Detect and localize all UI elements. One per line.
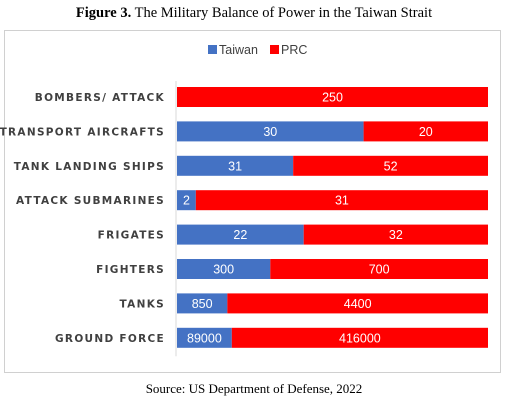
- category-label: TANKS: [120, 298, 165, 310]
- data-label-taiwan: 89000: [187, 331, 222, 345]
- data-label-taiwan: 22: [233, 228, 247, 242]
- source-caption: Source: US Department of Defense, 2022: [145, 381, 363, 396]
- data-label-prc: 250: [322, 91, 343, 105]
- bar-taiwan: [177, 121, 364, 142]
- bar-taiwan: [177, 327, 232, 348]
- category-label: BOMBERS/ ATTACK: [35, 92, 165, 104]
- bar-prc: [195, 190, 488, 211]
- category-label: FIGHTERS: [96, 264, 165, 276]
- data-label-prc: 31: [335, 194, 349, 208]
- legend-label-prc: PRC: [281, 43, 307, 57]
- bar-taiwan: [177, 190, 196, 211]
- bar-taiwan: [177, 224, 304, 245]
- bar-prc: [177, 87, 488, 107]
- category-label: ATTACK SUBMARINES: [16, 195, 165, 207]
- category-label: TANK LANDING SHIPS: [14, 161, 165, 173]
- bar-taiwan: [177, 293, 228, 314]
- data-label-taiwan: 2: [183, 194, 190, 208]
- category-label: TRANSPORT AIRCRAFTS: [0, 126, 165, 138]
- data-label-taiwan: 31: [228, 159, 242, 173]
- data-label-taiwan: 850: [192, 297, 213, 311]
- figure-title: Figure 3. The Military Balance of Power …: [0, 5, 508, 22]
- bar-prc: [363, 121, 488, 142]
- data-label-prc: 416000: [339, 331, 381, 345]
- data-label-prc: 4400: [344, 297, 372, 311]
- legend-label-taiwan: Taiwan: [219, 43, 258, 57]
- bar-taiwan: [177, 259, 271, 279]
- data-label-prc: 32: [389, 228, 403, 242]
- bar-taiwan: [177, 155, 294, 176]
- legend-swatch-taiwan: [208, 45, 217, 54]
- data-label-taiwan: 300: [213, 263, 234, 277]
- data-label-prc: 20: [419, 125, 433, 139]
- category-label: FRIGATES: [98, 230, 165, 242]
- data-label-prc: 700: [369, 263, 390, 277]
- legend-swatch-prc: [270, 45, 279, 54]
- bar-prc: [270, 259, 488, 279]
- figure-label: Figure 3.: [75, 5, 132, 21]
- category-label: GROUND FORCE: [55, 333, 165, 345]
- data-label-taiwan: 30: [263, 125, 277, 139]
- bar-prc: [303, 224, 488, 245]
- figure-title-text: The Military Balance of Power in the Tai…: [134, 5, 433, 21]
- bar-prc: [227, 293, 488, 314]
- data-label-prc: 52: [384, 159, 398, 173]
- bar-prc: [231, 327, 488, 348]
- bar-prc: [293, 155, 488, 176]
